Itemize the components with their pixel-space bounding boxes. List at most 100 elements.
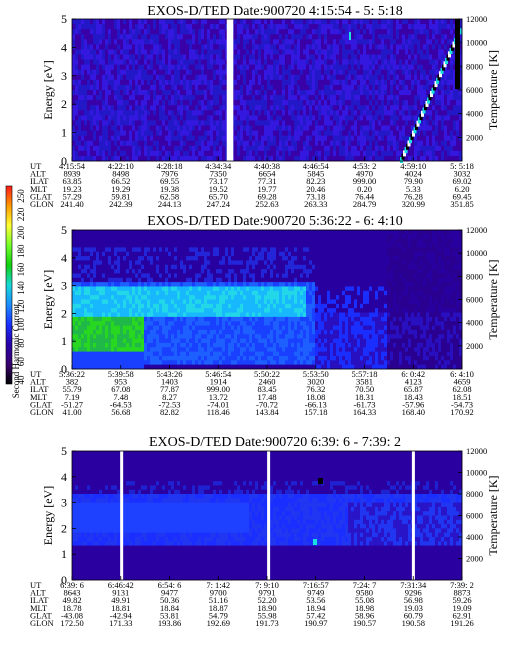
- spectrogram-cell: [330, 54, 334, 60]
- spectrogram-cell: [270, 125, 274, 131]
- spectrogram-cell: [339, 64, 343, 71]
- spectrogram-cell: [234, 110, 238, 116]
- spectrogram-cell: [165, 329, 169, 335]
- spectrogram-cell: [390, 84, 394, 91]
- spectrogram-cell: [333, 54, 337, 60]
- spectrogram-cell: [144, 303, 148, 309]
- spectrogram-cell: [225, 79, 229, 86]
- spectrogram-cell: [162, 49, 166, 55]
- info-cell: 0.20: [357, 184, 372, 194]
- spectrogram-cell: [114, 140, 118, 147]
- spectrogram-cell: [84, 282, 88, 287]
- spectrogram-cell: [123, 256, 127, 261]
- spectrogram-cell: [408, 100, 412, 106]
- spectrogram-cell: [252, 39, 256, 45]
- spectrogram-cell: [75, 290, 79, 296]
- spectrogram-cell: [111, 74, 115, 81]
- spectrogram-cell: [429, 54, 433, 60]
- spectrogram-cell: [108, 105, 112, 111]
- spectrogram-cell: [111, 342, 115, 348]
- spectrogram-cell: [111, 264, 115, 270]
- spectrogram-cell: [330, 74, 334, 81]
- spectrogram-cell: [183, 150, 187, 157]
- spectrogram-cell: [303, 59, 307, 65]
- spectrogram-cell: [150, 100, 154, 106]
- spectrogram-cell: [123, 360, 127, 365]
- spectrogram-cell: [285, 150, 289, 157]
- spectrogram-cell: [327, 155, 331, 162]
- spectrogram-cell: [345, 19, 349, 25]
- spectrogram-cell: [444, 125, 448, 131]
- spectrogram-cell: [84, 325, 88, 331]
- spectrogram-cell: [90, 351, 94, 357]
- spectrogram-cell: [390, 39, 394, 45]
- spectrogram-cell: [111, 150, 115, 157]
- spectrogram-cell: [156, 364, 160, 370]
- spectrogram-cell: [168, 145, 172, 152]
- spectrogram-cell: [126, 325, 130, 331]
- spectrogram-cell: [117, 59, 121, 65]
- spectrogram-cell: [150, 74, 154, 81]
- spectrogram-cell: [114, 110, 118, 116]
- spectrogram-cell: [126, 256, 130, 261]
- spectrogram-cell: [219, 34, 223, 40]
- spectrogram-cell: [186, 69, 190, 76]
- spectrogram-cell: [183, 282, 187, 287]
- spectrogram-cell: [135, 125, 139, 131]
- spectrogram-cell: [381, 130, 385, 136]
- spectrogram-cell: [78, 277, 82, 283]
- spectrogram-cell: [216, 39, 220, 45]
- spectrogram-cell: [447, 130, 451, 136]
- spectrogram-cell: [168, 95, 172, 101]
- spectrogram-cell: [198, 74, 202, 81]
- spectrogram-cell: [411, 110, 415, 116]
- spectrogram-cell: [459, 74, 463, 81]
- spectrogram-cell: [216, 34, 220, 40]
- spectrogram-cell: [183, 54, 187, 60]
- spectrogram-cell: [150, 90, 154, 96]
- spectrogram-cell: [165, 282, 169, 287]
- spectrogram-cell: [75, 145, 79, 152]
- spectrogram-cell: [126, 19, 130, 25]
- spectrogram-cell: [102, 312, 106, 318]
- spectrogram-cell: [429, 79, 433, 86]
- spectrogram-cell: [147, 135, 151, 142]
- spectrogram-cell: [225, 69, 229, 76]
- spectrogram-cell: [396, 145, 400, 152]
- spectrogram-cell: [330, 110, 334, 116]
- spectrogram-cell: [408, 95, 412, 101]
- spectrogram-cell: [309, 145, 313, 152]
- spectrogram-cell: [141, 100, 145, 106]
- spectrogram-cell: [117, 251, 121, 257]
- spectrogram-cell: [336, 105, 340, 111]
- spectrogram-cell: [321, 105, 325, 111]
- spectrogram-cell: [114, 273, 118, 279]
- spectrogram-cell: [330, 140, 334, 147]
- spectrogram-cell: [432, 135, 436, 142]
- spectrogram-cell: [90, 342, 94, 348]
- spectrogram-cell: [405, 34, 409, 40]
- spectrogram-cell: [120, 325, 124, 331]
- spectrogram-cell: [216, 64, 220, 71]
- spectrogram-cell: [354, 34, 358, 40]
- spectrogram-cell: [84, 234, 88, 239]
- spectrogram-cell: [255, 19, 259, 25]
- colorbar: Second Harmonic Current 2502202001801601…: [5, 185, 26, 398]
- spectrogram-cell: [126, 360, 130, 365]
- spectrogram-cell: [96, 155, 100, 162]
- spectrogram-cell: [321, 74, 325, 81]
- spectrogram-cell: [450, 90, 454, 96]
- spectrogram-cell: [210, 155, 214, 162]
- spectrogram-cell: [279, 140, 283, 147]
- spectrogram-cell: [90, 120, 94, 126]
- spectrogram-cell: [423, 64, 427, 71]
- spectrogram-cell: [423, 49, 427, 55]
- spectrogram-cell: [165, 140, 169, 147]
- spectrogram-cell: [90, 360, 94, 365]
- spectrogram-cell: [342, 100, 346, 106]
- spectrogram-cell: [321, 34, 325, 40]
- spectrogram-cell: [171, 74, 175, 81]
- spectrogram-cell: [411, 34, 415, 40]
- spectrogram-cell: [273, 150, 277, 157]
- spectrogram-cell: [456, 145, 460, 152]
